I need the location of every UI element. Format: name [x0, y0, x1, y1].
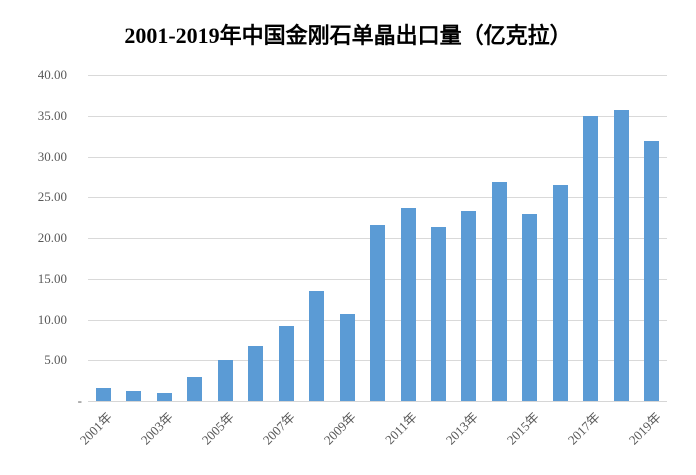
bar-2003年 [156, 392, 172, 402]
bar-2014年 [491, 181, 507, 401]
bar-2009年 [339, 313, 355, 401]
y-tick-label: 5.00 [44, 352, 67, 367]
chart-title: 2001-2019年中国金刚石单晶出口量（亿克拉） [124, 23, 572, 48]
bar-2008年 [309, 291, 325, 401]
bar-2010年 [370, 225, 385, 401]
bar-2019年 [644, 141, 660, 401]
bar-2002年 [126, 391, 142, 401]
bar-2013年 [461, 211, 477, 401]
y-tick-label: 35.00 [37, 108, 67, 123]
bar-2015年 [522, 214, 538, 401]
x-axis-line [88, 401, 667, 402]
gridline [88, 75, 667, 76]
y-tick-label: 40.00 [37, 67, 67, 82]
y-tick-label: 15.00 [37, 271, 67, 286]
gridline [88, 116, 667, 117]
bar-2016年 [552, 185, 568, 401]
bar-2005年 [217, 360, 233, 402]
bar-2018年 [613, 110, 629, 401]
y-tick-label: 20.00 [37, 230, 67, 245]
bar-2017年 [583, 115, 599, 402]
bar-2004年 [187, 376, 203, 401]
y-tick-label: 30.00 [37, 149, 67, 164]
gridline [88, 157, 667, 158]
bar-2007年 [278, 326, 294, 401]
gridline [88, 197, 667, 198]
bar-2011年 [400, 207, 416, 401]
y-tick-label: 10.00 [37, 312, 67, 327]
bar-2001年 [95, 388, 111, 401]
bar-2012年 [430, 227, 446, 401]
bar-2006年 [248, 345, 264, 401]
y-tick-label: - [77, 393, 82, 408]
y-tick-label: 25.00 [37, 189, 67, 204]
x-tick-label: 2001年 [76, 409, 116, 448]
